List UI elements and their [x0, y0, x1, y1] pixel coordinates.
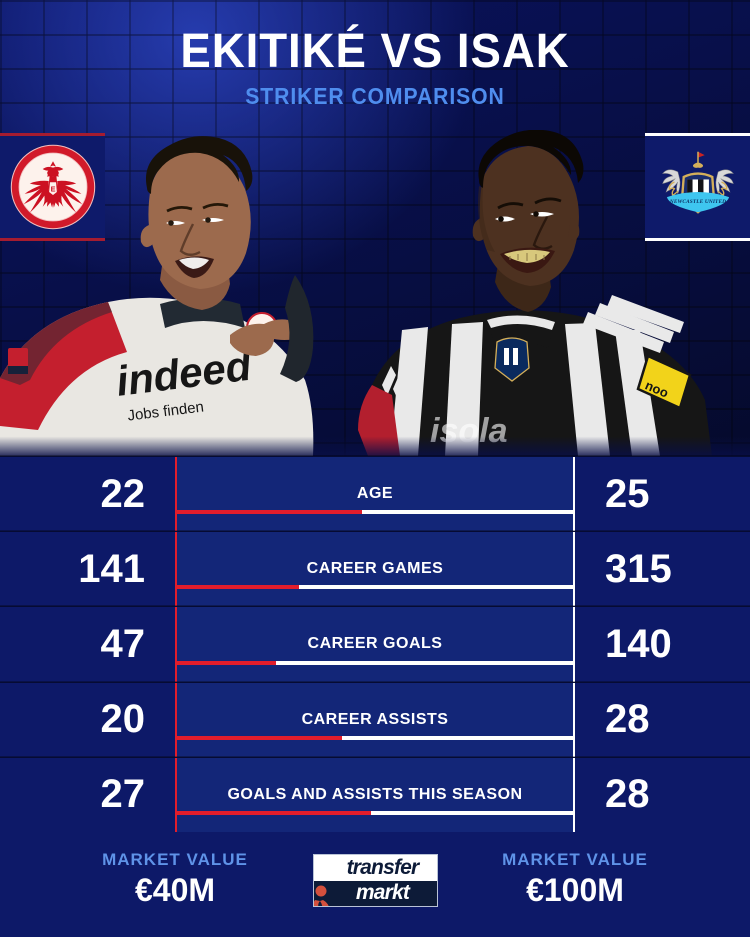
svg-text:isola: isola [430, 412, 507, 450]
svg-text:NEWCASTLE UNITED: NEWCASTLE UNITED [668, 199, 725, 205]
svg-text:E: E [50, 184, 55, 193]
